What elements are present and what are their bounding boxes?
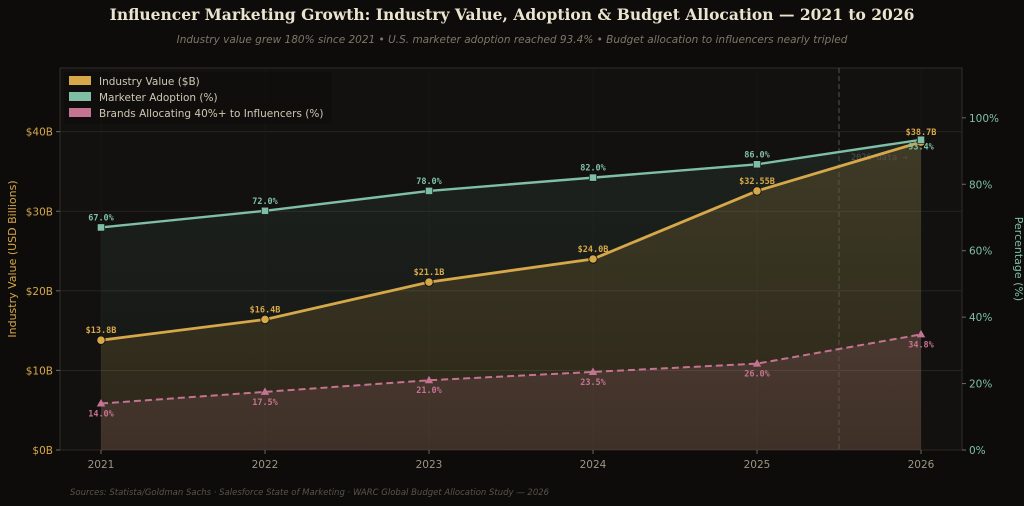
industry-point-2021 [96, 335, 106, 345]
series-markers [96, 135, 926, 407]
brands-point-2024 [588, 367, 598, 375]
legend-label-2: Brands Allocating 40%+ to Influencers (%… [99, 108, 323, 120]
adoption-label-2022: 72.0% [252, 197, 278, 207]
legend-swatch-0 [69, 76, 91, 85]
brands-label-2023: 21.0% [416, 386, 442, 396]
industry-label-2026: $38.7B [906, 128, 937, 138]
xtick-1: 2022 [252, 459, 279, 471]
legend-box [64, 72, 332, 124]
ytick-right-2: 40% [969, 312, 992, 324]
legend-label-1: Marketer Adoption (%) [99, 92, 218, 104]
industry-label-2024: $24.0B [578, 245, 609, 255]
legend-swatch-1 [69, 92, 91, 101]
ytick-left-2: $20B [26, 286, 53, 298]
brands-label-2022: 17.5% [252, 398, 278, 408]
xtick-0: 2021 [88, 459, 115, 471]
ytick-right-5: 100% [969, 113, 999, 125]
adoption-point-2026 [917, 135, 925, 144]
adoption-label-2026: 93.4% [908, 143, 934, 153]
ytick-right-3: 60% [969, 246, 992, 258]
legend-swatch-2 [69, 108, 91, 117]
adoption-point-2025 [753, 160, 761, 169]
y-axis-label-right: Percentage (%) [1012, 217, 1024, 301]
industry-point-2023 [424, 277, 434, 287]
brands-label-2025: 26.0% [744, 370, 770, 380]
ytick-left-0: $0B [32, 445, 53, 457]
series-lines [100, 138, 922, 405]
xtick-3: 2024 [580, 459, 607, 471]
xtick-4: 2025 [744, 459, 771, 471]
ytick-right-1: 20% [969, 379, 992, 391]
legend-label-0: Industry Value ($B) [99, 76, 200, 88]
source-note: Sources: Statista/Goldman Sachs · Salesf… [70, 488, 550, 498]
brands-point-2026 [916, 329, 926, 338]
adoption-line [100, 138, 922, 229]
forecast-annotation: 2026 data → [851, 153, 907, 163]
axes: $0B $10B $20B $30B $40B 0% 20% 40% 60% 80% 100% 202… [6, 113, 1024, 471]
adoption-label-2025: 86.0% [744, 150, 770, 160]
adoption-label-2021: 67.0% [88, 213, 114, 223]
industry-label-2025: $32.55B [739, 177, 775, 187]
brands-point-2021 [96, 398, 106, 407]
point-labels: $13.8B $16.4B $21.1B $24.0B $32.55B $38.7B 67.… [86, 128, 937, 419]
xtick-2: 2023 [416, 459, 443, 471]
adoption-label-2024: 82.0% [580, 164, 606, 174]
ytick-right-4: 80% [969, 179, 992, 191]
adoption-point-2022 [261, 206, 269, 215]
ytick-right-0: 0% [969, 445, 986, 457]
brands-point-2023 [424, 375, 434, 384]
adoption-label-2023: 78.0% [416, 177, 442, 187]
ytick-left-4: $40B [26, 127, 53, 139]
chart-subtitle: Industry value grew 180% since 2021 • U.… [176, 34, 848, 46]
brands-line [100, 333, 922, 405]
brands-label-2024: 23.5% [580, 378, 606, 388]
legend: Industry Value ($B) Marketer Adoption (%)… [64, 72, 332, 124]
brands-point-2022 [260, 387, 270, 395]
industry-label-2022: $16.4B [250, 305, 281, 315]
industry-label-2023: $21.1B [414, 268, 445, 278]
chart-title: Influencer Marketing Growth: Industry Va… [109, 5, 915, 24]
industry-point-2022 [260, 314, 270, 325]
ytick-left-1: $10B [26, 365, 53, 377]
adoption-point-2024 [589, 173, 597, 182]
xtick-5: 2026 [908, 459, 935, 471]
brands-point-2025 [752, 359, 762, 367]
brands-label-2026: 34.8% [908, 340, 934, 350]
forecast-divider: 2026 data → [838, 68, 907, 450]
industry-line [100, 140, 922, 342]
adoption-point-2023 [425, 187, 433, 195]
y-axis-label-left: Industry Value (USD Billions) [6, 180, 19, 337]
brands-label-2021: 14.0% [88, 409, 114, 419]
adoption-point-2021 [97, 223, 105, 232]
ytick-left-3: $30B [26, 206, 53, 218]
industry-point-2024 [588, 254, 598, 264]
industry-label-2021: $13.8B [86, 326, 117, 336]
area-fills [101, 139, 921, 450]
brands-area [101, 334, 921, 450]
industry-point-2025 [752, 186, 762, 196]
